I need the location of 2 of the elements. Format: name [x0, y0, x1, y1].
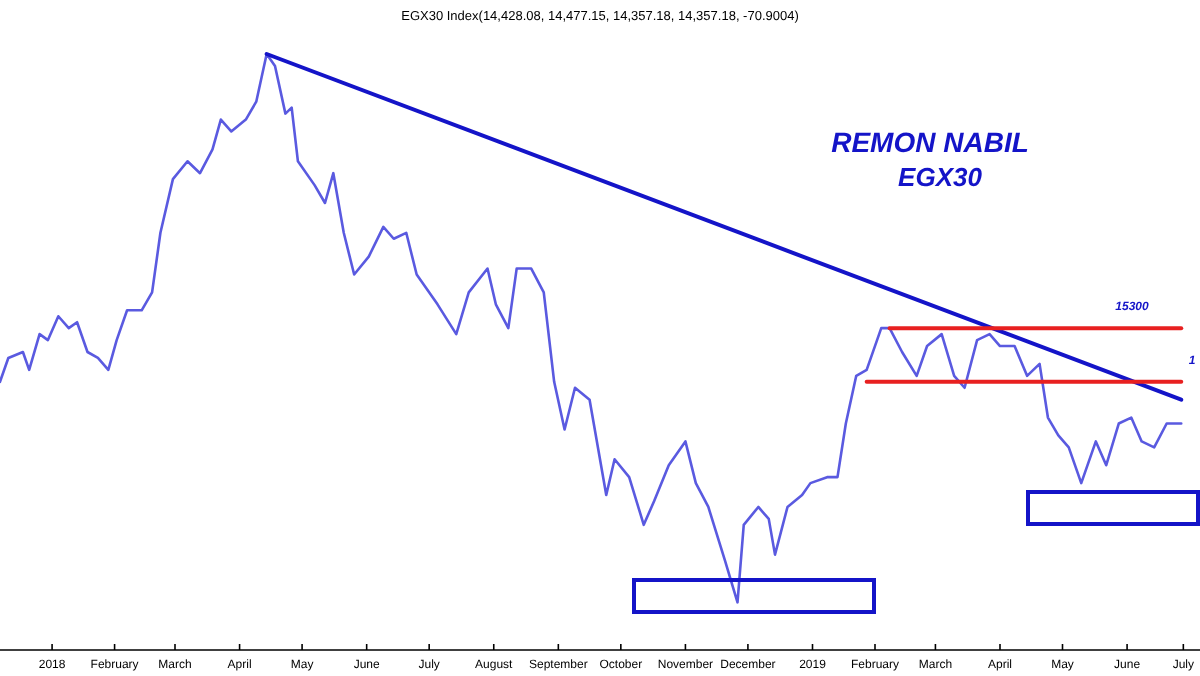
annotation: EGX30 — [898, 162, 984, 192]
annotation: REMON NABIL — [831, 126, 1029, 158]
